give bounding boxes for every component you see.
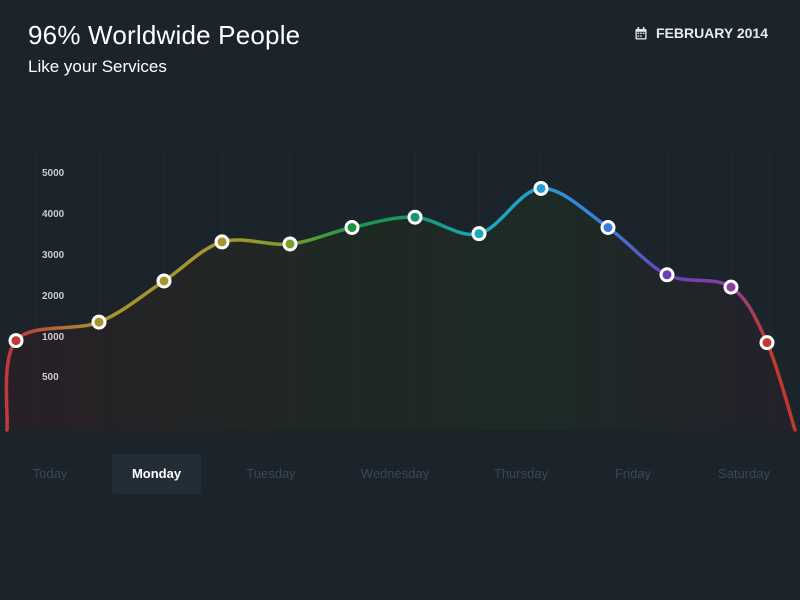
area-fill <box>6 188 795 430</box>
y-tick-label-1000: 1000 <box>42 332 65 343</box>
y-tick-label-5000: 5000 <box>42 168 65 179</box>
data-point-core-2 <box>159 276 169 286</box>
y-tick-label-500: 500 <box>42 372 59 383</box>
data-point-core-4 <box>285 239 295 249</box>
date-label: FEBRUARY 2014 <box>655 25 768 41</box>
data-point-core-0 <box>11 336 21 346</box>
line-segment-0 <box>4 338 18 432</box>
data-point-core-3 <box>217 237 227 247</box>
data-point-core-5 <box>347 223 357 233</box>
tab-today[interactable]: Today <box>32 466 68 481</box>
tab-wednesday[interactable]: Wednesday <box>360 466 430 481</box>
tab-tuesday[interactable]: Tuesday <box>246 466 296 481</box>
date-selector[interactable]: FEBRUARY 2014 <box>635 25 768 41</box>
chart-area <box>6 188 795 430</box>
data-point-core-12 <box>762 338 772 348</box>
line-segment-13 <box>765 340 797 432</box>
y-tick-label-4000: 4000 <box>42 209 65 220</box>
data-point-core-10 <box>662 270 672 280</box>
tab-saturday[interactable]: Saturday <box>717 466 771 481</box>
data-point-core-1 <box>94 317 104 327</box>
tab-monday[interactable]: Monday <box>112 454 201 494</box>
day-tabs: Today Monday Tuesday Wednesday Thursday … <box>0 454 800 494</box>
tab-friday[interactable]: Friday <box>614 466 652 481</box>
data-point-core-8 <box>536 183 546 193</box>
page-subtitle: Like your Services <box>28 57 167 76</box>
line-chart: 500 1000 2000 3000 4000 5000 <box>4 168 797 432</box>
y-tick-label-3000: 3000 <box>42 250 65 261</box>
calendar-icon <box>635 26 647 40</box>
data-point-core-6 <box>410 212 420 222</box>
data-point-core-7 <box>474 229 484 239</box>
chart-points <box>8 180 775 351</box>
data-point-core-9 <box>603 223 613 233</box>
y-axis: 500 1000 2000 3000 4000 5000 <box>42 168 65 383</box>
data-point-core-11 <box>726 282 736 292</box>
y-tick-label-2000: 2000 <box>42 291 65 302</box>
page-title: 96% Worldwide People <box>28 20 301 50</box>
tab-thursday[interactable]: Thursday <box>493 466 549 481</box>
